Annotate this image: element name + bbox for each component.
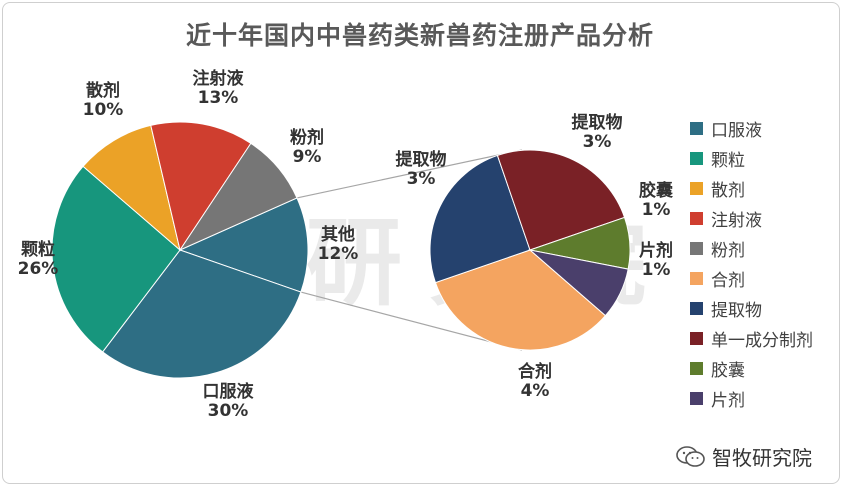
data-labels: 其他12%口服液30%颗粒26%散剂10%注射液13%粉剂9%合剂4%提取物3%… [18, 68, 673, 421]
legend-swatch [690, 181, 703, 195]
secondary-pie [429, 149, 631, 351]
legend-swatch [690, 121, 703, 135]
legend-label: 胶囊 [711, 360, 745, 381]
footer-brand-text: 智牧研究院 [712, 446, 812, 470]
legend-item: 口服液 [690, 113, 813, 143]
data-label-pct-main-0: 30% [208, 401, 249, 421]
main-pie-slice-1 [51, 165, 181, 353]
data-label-name-sub-0: 合剂 [518, 361, 552, 382]
data-label-name-sub-1: 提取物 [396, 149, 447, 170]
data-label-pct-main-4: 9% [293, 147, 322, 167]
data-label-pct-main-3: 13% [198, 88, 239, 108]
data-label-name-main-3: 注射液 [193, 68, 244, 89]
legend-swatch [690, 301, 703, 315]
secondary-pie-slice-2 [496, 149, 626, 251]
data-label-pct-sub-3: 1% [642, 200, 671, 220]
data-label-name-sub-4: 片剂 [639, 240, 673, 261]
legend-label: 合剂 [711, 270, 745, 291]
legend-label: 单一成分制剂 [711, 330, 813, 351]
connector-line-top [296, 149, 523, 199]
data-label-name-sub-3: 胶囊 [639, 180, 673, 201]
data-label-pct-sub-2: 3% [583, 132, 612, 152]
main-pie-slice-0 [101, 249, 302, 379]
legend-item: 片剂 [690, 383, 813, 413]
connector-line-bottom [300, 291, 523, 351]
legend-item: 单一成分制剂 [690, 323, 813, 353]
data-label-pct-main-5: 12% [318, 244, 359, 264]
legend-label: 注射液 [711, 210, 762, 231]
legend-item: 胶囊 [690, 353, 813, 383]
legend-swatch [690, 361, 703, 375]
data-label-pct-sub-0: 4% [521, 381, 550, 401]
secondary-pie-slice-0 [434, 249, 607, 351]
connector-lines [296, 149, 523, 351]
data-label-pct-sub-1: 3% [407, 169, 436, 189]
legend-label: 片剂 [711, 390, 745, 411]
footer-brand: 智牧研究院 [676, 442, 812, 471]
legend-label: 散剂 [711, 180, 745, 201]
main-pie [51, 121, 309, 379]
legend-swatch [690, 241, 703, 255]
main-pie-slice-5 [178, 197, 309, 293]
data-label-pct-sub-4: 1% [642, 260, 671, 280]
data-label-name-main-4: 粉剂 [290, 127, 324, 148]
data-label-name-main-1: 颗粒 [21, 239, 55, 260]
legend-item: 散剂 [690, 173, 813, 203]
legend-label: 粉剂 [711, 240, 745, 261]
chart-title: 近十年国内中兽药类新兽药注册产品分析 [185, 21, 654, 50]
legend-item: 粉剂 [690, 233, 813, 263]
main-pie-slice-2 [82, 124, 181, 252]
secondary-pie-slice-1 [429, 154, 531, 284]
legend-swatch [690, 211, 703, 225]
legend-item: 颗粒 [690, 143, 813, 173]
legend-swatch [690, 271, 703, 285]
legend-swatch [690, 331, 703, 345]
legend-swatch [690, 151, 703, 165]
secondary-pie-slice-4 [528, 249, 629, 317]
legend-label: 颗粒 [711, 150, 745, 171]
legend-swatch [690, 391, 703, 405]
main-pie-slice-4 [178, 142, 298, 252]
main-pie-slice-3 [150, 121, 252, 252]
legend-item: 提取物 [690, 293, 813, 323]
data-label-name-main-5: 其他 [321, 224, 355, 245]
legend-item: 注射液 [690, 203, 813, 233]
legend-label: 提取物 [711, 300, 762, 321]
data-label-name-main-2: 散剂 [86, 80, 120, 101]
data-label-name-sub-2: 提取物 [572, 112, 623, 133]
data-label-pct-main-2: 10% [83, 100, 124, 120]
legend: 口服液颗粒散剂注射液粉剂合剂提取物单一成分制剂 胶囊片剂 [690, 113, 813, 413]
data-label-pct-main-1: 26% [18, 259, 59, 279]
data-label-name-main-0: 口服液 [203, 381, 254, 402]
legend-label: 口服液 [711, 120, 762, 141]
wechat-icon [676, 445, 706, 468]
legend-item: 合剂 [690, 263, 813, 293]
